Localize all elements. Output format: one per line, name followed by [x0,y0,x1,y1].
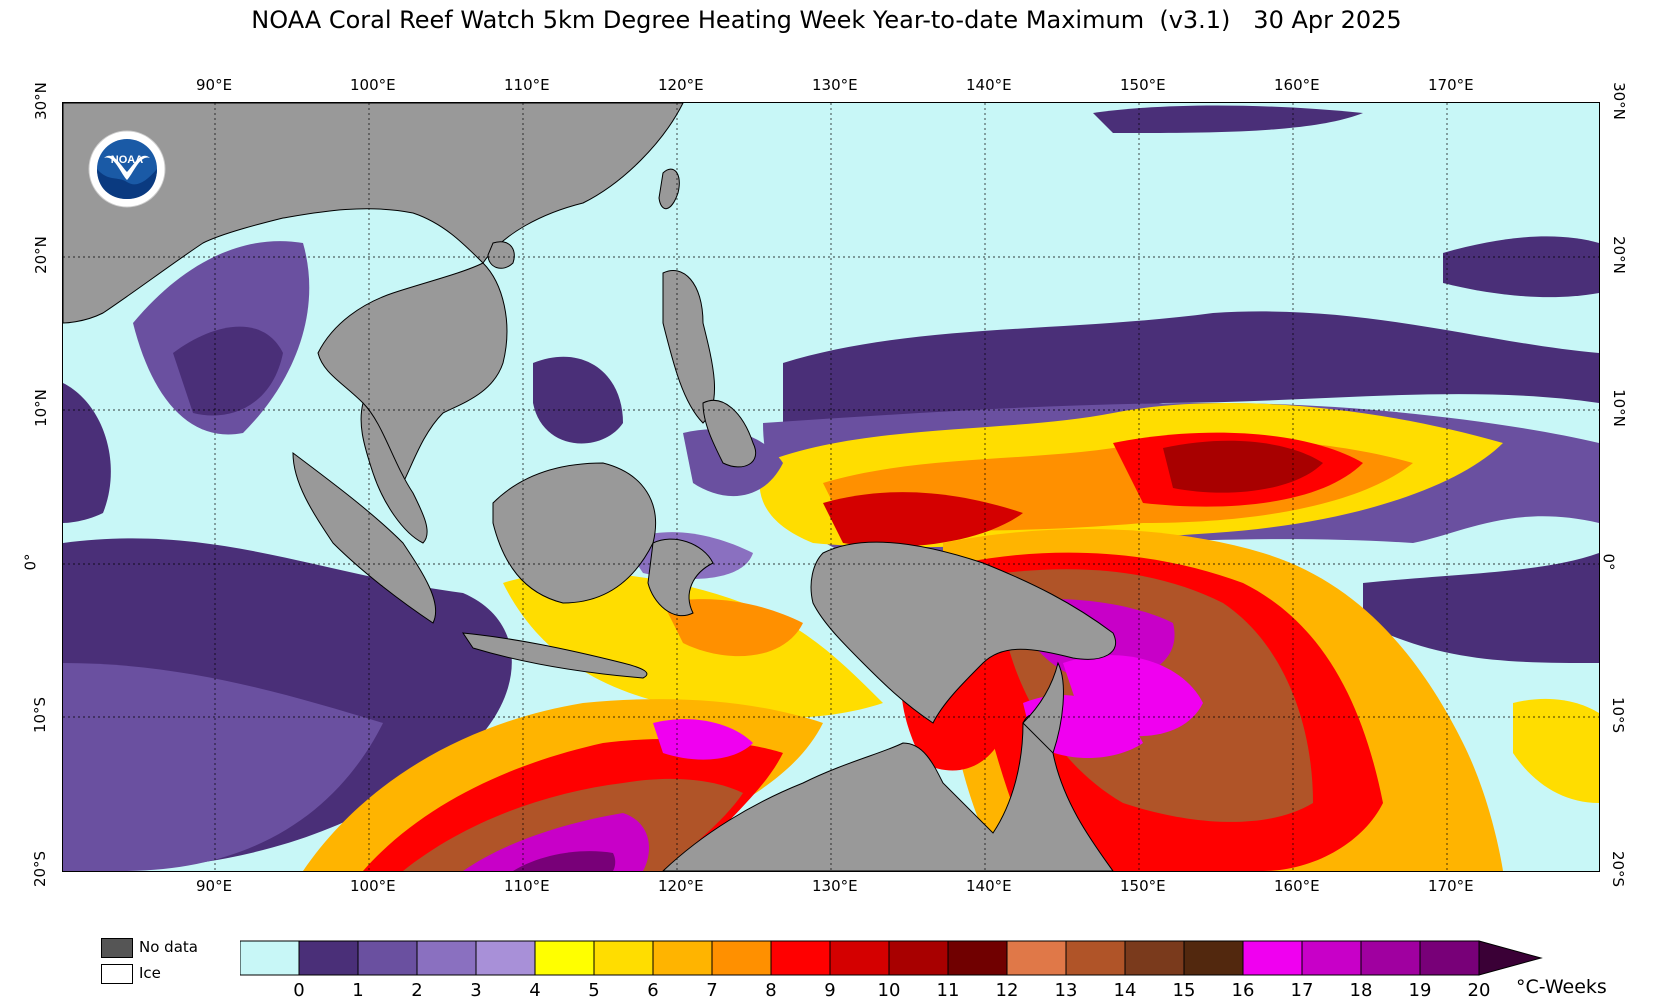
colorbar-tick-label: 6 [647,980,659,1001]
colorbar-segment [829,940,890,976]
colorbar-segment [711,940,772,976]
colorbar-tick-label: 15 [1172,980,1196,1001]
colorbar-tick-label: 8 [765,980,777,1001]
lon-label: 100°E [350,76,396,94]
lat-label: 20°S [1609,850,1628,888]
lon-label: 170°E [1428,877,1474,895]
lon-label: 140°E [966,76,1012,94]
lat-label: 20°N [1609,235,1628,274]
colorbar-segment [1301,940,1362,976]
colorbar-segment [1183,940,1244,976]
lon-label: 90°E [196,877,233,895]
lat-label: 0° [21,553,40,571]
colorbar-segment [1419,940,1480,976]
colorbar-segment [888,940,949,976]
lon-label: 90°E [196,76,233,94]
lat-label: 10°S [1609,697,1628,734]
colorbar-tick-label: 5 [588,980,600,1001]
lat-label: 10°S [31,697,50,734]
no-data-swatch [101,938,133,958]
lon-label: 120°E [658,76,704,94]
colorbar-tick-label: 10 [877,980,901,1001]
land [63,103,1116,871]
dhw-map [62,102,1600,872]
colorbar-tick-label: 20 [1467,980,1491,1001]
colorbar-tick-label: 17 [1290,980,1314,1001]
colorbar-tick-label: 13 [1054,980,1078,1001]
noaa-logo: NOAA [88,130,166,208]
lon-label: 150°E [1120,76,1166,94]
colorbar-tick-label: 3 [470,980,482,1001]
colorbar-segment [1360,940,1421,976]
lon-label: 100°E [350,877,396,895]
colorbar-segment [1065,940,1126,976]
colorbar-tick-label: 18 [1349,980,1373,1001]
colorbar [239,940,1560,980]
units-label: °C-Weeks [1516,976,1607,998]
noaa-logo-text: NOAA [111,154,143,166]
colorbar-segment [416,940,477,976]
lon-label: 150°E [1120,877,1166,895]
colorbar-tick-label: 19 [1408,980,1432,1001]
map-canvas [63,103,1599,871]
colorbar-tick-label: 9 [824,980,836,1001]
colorbar-segment [1242,940,1303,976]
colorbar-segment [239,940,300,976]
lat-label: 30°N [31,82,50,120]
no-data-label: No data [139,938,198,956]
lon-label: 160°E [1274,76,1320,94]
lon-label: 110°E [504,877,550,895]
colorbar-tick-label: 14 [1113,980,1137,1001]
lat-label: 30°N [1609,82,1628,120]
colorbar-tick-label: 11 [936,980,960,1001]
colorbar-tick-label: 0 [293,980,305,1001]
colorbar-tick-label: 2 [411,980,423,1001]
lon-label: 120°E [658,877,704,895]
lon-label: 110°E [504,76,550,94]
colorbar-segment [534,940,595,976]
lon-label: 130°E [812,877,858,895]
colorbar-tick-label: 12 [995,980,1019,1001]
lat-label: 10°N [1609,389,1628,428]
colorbar-segment [1124,940,1185,976]
ice-swatch [101,964,133,984]
colorbar-segment [475,940,536,976]
colorbar-tick-label: 1 [352,980,364,1001]
lat-label: 10°N [31,389,50,428]
lat-label: 0° [1599,553,1618,571]
colorbar-segment [357,940,418,976]
colorbar-segment [652,940,713,976]
ice-label: Ice [139,964,161,982]
lon-label: 140°E [966,877,1012,895]
colorbar-tick-label: 4 [529,980,541,1001]
lon-label: 130°E [812,76,858,94]
lon-label: 170°E [1428,76,1474,94]
lat-label: 20°S [31,850,50,888]
graticule [63,103,1599,871]
colorbar-segment [298,940,359,976]
colorbar-segment [947,940,1008,976]
colorbar-segment [593,940,654,976]
colorbar-segment [770,940,831,976]
colorbar-tick-label: 7 [706,980,718,1001]
map-title: NOAA Coral Reef Watch 5km Degree Heating… [251,6,1402,34]
colorbar-tick-label: 16 [1231,980,1255,1001]
colorbar-extend-arrow [1478,940,1543,976]
lat-label: 20°N [31,235,50,274]
lon-label: 160°E [1274,877,1320,895]
colorbar-segment [1006,940,1067,976]
